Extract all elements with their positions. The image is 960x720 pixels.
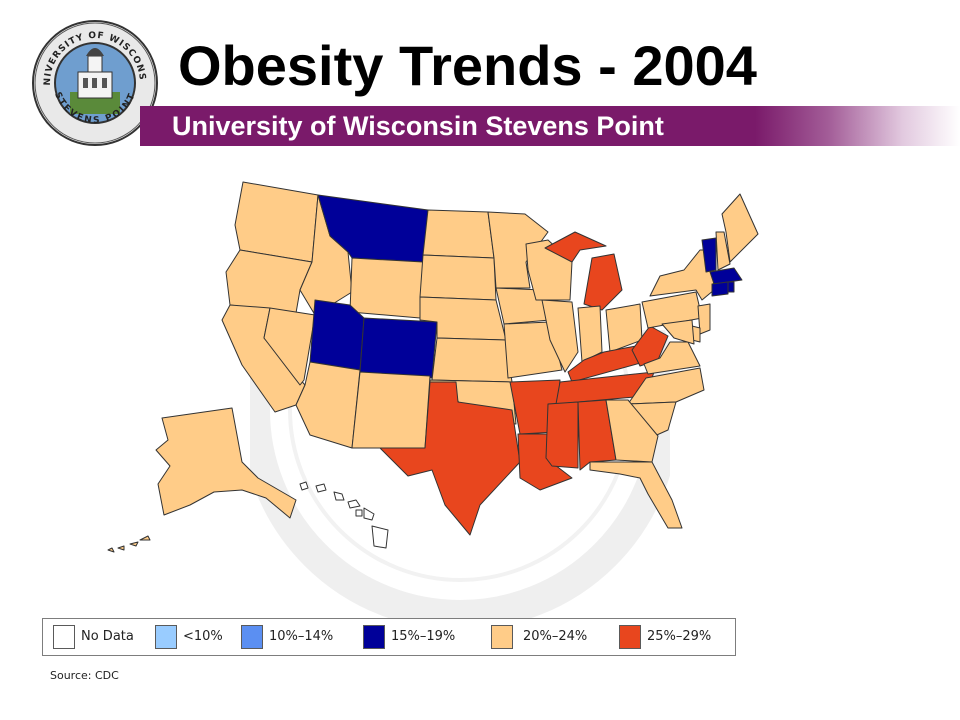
state-indiana: [577, 305, 603, 363]
state-michigan: [544, 231, 623, 311]
us-obesity-map: [107, 181, 759, 553]
state-nevada: [263, 307, 316, 386]
legend-label-lt10: <10%: [183, 629, 223, 644]
state-hawaii: [299, 481, 389, 549]
state-massachusetts: [709, 267, 743, 285]
state-missouri: [503, 321, 563, 379]
state-texas: [379, 381, 521, 536]
state-connecticut: [711, 281, 729, 297]
legend-swatch-no-data: [53, 625, 75, 649]
legend-label-20-24: 20%–24%: [523, 629, 588, 644]
legend-label-10-14: 10%–14%: [269, 629, 334, 644]
state-oregon: [225, 249, 313, 314]
state-north-carolina: [627, 367, 705, 405]
alaska-aleutians: [107, 535, 151, 553]
legend-swatch-10-14: [241, 625, 263, 649]
state-new-mexico: [351, 371, 431, 449]
state-alabama: [577, 399, 617, 471]
state-north-dakota: [422, 209, 495, 259]
state-washington: [234, 181, 319, 263]
legend-swatch-lt10: [155, 625, 177, 649]
legend-swatch-15-19: [363, 625, 385, 649]
state-kansas: [431, 337, 513, 383]
state-new-hampshire: [715, 231, 731, 271]
state-alaska: [155, 407, 297, 519]
state-florida: [589, 461, 683, 529]
state-maine: [721, 193, 759, 263]
university-seal-logo: UNIVERSITY OF WISCONSIN STEVENS POINT: [30, 18, 158, 146]
state-rhode-island: [727, 281, 735, 293]
source-note: Source: CDC: [50, 669, 119, 682]
title-banner: [140, 106, 960, 146]
state-vermont: [701, 237, 717, 273]
legend-label-no-data: No Data: [81, 629, 134, 644]
state-maryland: [661, 319, 695, 345]
legend-swatch-25-29: [619, 625, 641, 649]
state-wyoming: [349, 257, 424, 319]
legend-label-25-29: 25%–29%: [647, 629, 712, 644]
state-west-virginia: [631, 325, 669, 367]
state-minnesota: [487, 211, 549, 289]
slide-subtitle: University of Wisconsin Stevens Point: [172, 111, 664, 141]
state-new-jersey: [697, 303, 711, 335]
legend: No Data <10% 10%–14% 15%–19% 20%–24% 25%…: [42, 618, 736, 656]
legend-swatch-20-24: [491, 625, 513, 649]
legend-label-15-19: 15%–19%: [391, 629, 456, 644]
slide-title: Obesity Trends - 2004: [178, 34, 757, 97]
state-south-dakota: [419, 254, 497, 301]
state-utah: [309, 299, 365, 371]
state-illinois: [541, 299, 579, 373]
state-arizona: [295, 361, 361, 449]
state-georgia: [605, 399, 659, 463]
state-colorado: [359, 317, 438, 379]
state-mississippi: [545, 401, 579, 469]
